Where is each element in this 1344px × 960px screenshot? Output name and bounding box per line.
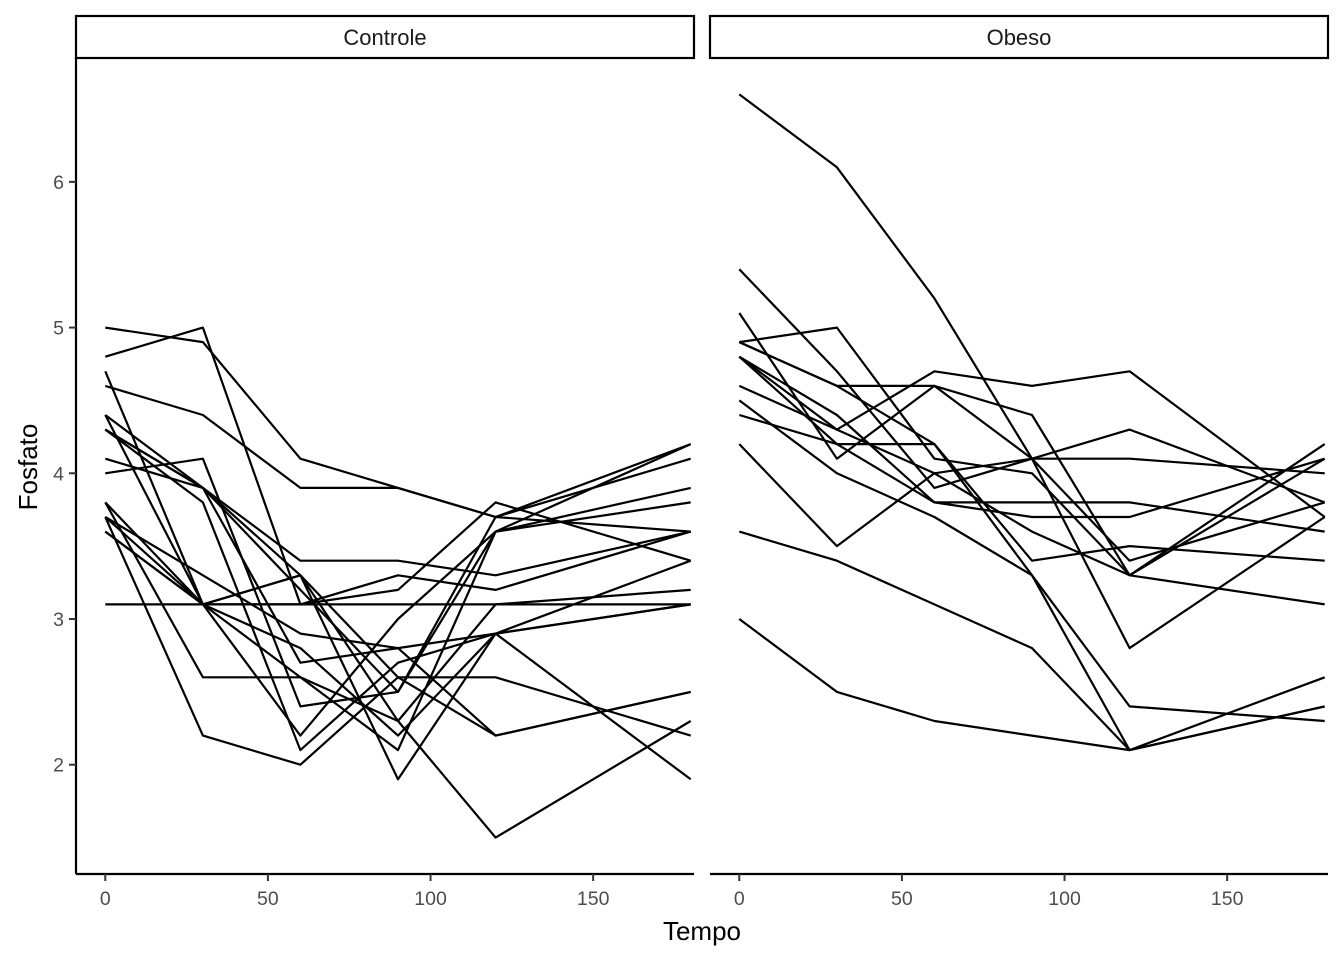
series-line-13 (104, 516, 691, 723)
series-line-17 (104, 414, 692, 606)
series-line-3 (104, 370, 692, 737)
series-line-1 (105, 326, 691, 533)
x-tick-label: 0 (734, 888, 745, 910)
facet-strip-label: Obeso (987, 25, 1052, 50)
series-line-11 (104, 501, 692, 737)
series-line-2 (738, 268, 1326, 650)
series-line-14 (104, 516, 692, 766)
series-line-2 (104, 326, 692, 606)
series-line-15 (738, 341, 1325, 723)
series-line-4 (104, 384, 692, 519)
facet-panel-obeso: Obeso 0 50 100 150 (708, 14, 1330, 910)
facet-strip (74, 14, 696, 60)
x-tick-label: 100 (1048, 888, 1081, 910)
x-tick-label: 50 (257, 888, 279, 910)
series-line-11 (738, 443, 1325, 606)
y-tick-label: 6 (53, 172, 64, 194)
facet-strip (708, 14, 1330, 60)
series-line-13 (738, 618, 1325, 752)
series-line-18 (104, 428, 691, 737)
facet-panel-controle: Controle 0 50 100 150 2 3 4 5 6 (53, 14, 696, 910)
series-line-16 (104, 530, 692, 839)
series-line-12 (104, 516, 691, 650)
series-line-10 (104, 501, 691, 752)
series-line-1 (738, 93, 1326, 562)
y-tick-label: 2 (53, 755, 64, 777)
x-tick-label: 150 (1211, 888, 1244, 910)
series-line-8 (104, 457, 691, 577)
x-tick-label: 0 (100, 888, 111, 910)
facet-strip-label: Controle (343, 25, 426, 50)
x-tick-label: 50 (891, 888, 913, 910)
series-line-3 (738, 312, 1326, 577)
x-tick-label: 150 (577, 888, 610, 910)
y-tick-label: 4 (53, 463, 64, 485)
y-tick-label: 3 (53, 609, 64, 631)
series-line-7 (738, 370, 1326, 518)
y-tick-label: 5 (53, 318, 64, 340)
series-line-12 (738, 530, 1326, 752)
y-axis-title: Fosfato (13, 424, 43, 511)
x-axis-title: Tempo (663, 916, 741, 946)
series-line-14 (738, 355, 1326, 504)
x-tick-label: 100 (414, 888, 447, 910)
